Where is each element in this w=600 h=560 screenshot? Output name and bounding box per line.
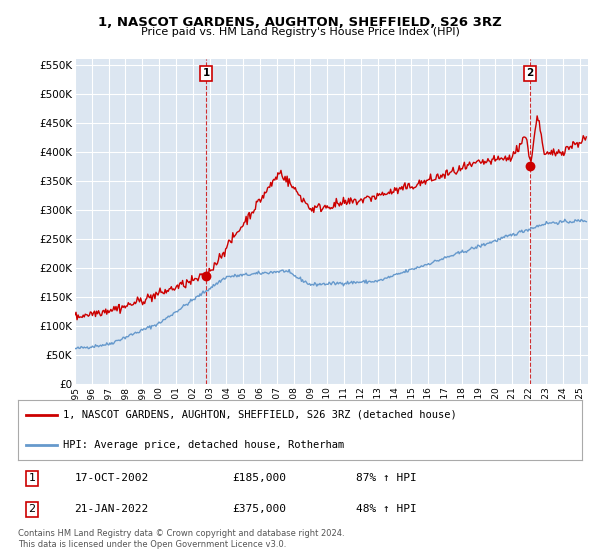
Text: 1, NASCOT GARDENS, AUGHTON, SHEFFIELD, S26 3RZ: 1, NASCOT GARDENS, AUGHTON, SHEFFIELD, S… (98, 16, 502, 29)
Text: £185,000: £185,000 (232, 473, 286, 483)
Text: 2: 2 (526, 68, 533, 78)
Point (525, 162, 535, 171)
Text: Price paid vs. HM Land Registry's House Price Index (HPI): Price paid vs. HM Land Registry's House … (140, 27, 460, 37)
Text: 87% ↑ HPI: 87% ↑ HPI (356, 473, 417, 483)
Text: 17-OCT-2002: 17-OCT-2002 (74, 473, 149, 483)
Text: 2: 2 (29, 504, 35, 514)
Text: 1: 1 (203, 68, 210, 78)
Text: £375,000: £375,000 (232, 504, 286, 514)
Text: 21-JAN-2022: 21-JAN-2022 (74, 504, 149, 514)
Text: 48% ↑ HPI: 48% ↑ HPI (356, 504, 417, 514)
Text: 1, NASCOT GARDENS, AUGHTON, SHEFFIELD, S26 3RZ (detached house): 1, NASCOT GARDENS, AUGHTON, SHEFFIELD, S… (63, 410, 457, 420)
Text: Contains HM Land Registry data © Crown copyright and database right 2024.
This d: Contains HM Land Registry data © Crown c… (18, 529, 344, 549)
Text: 1: 1 (29, 473, 35, 483)
Text: HPI: Average price, detached house, Rotherham: HPI: Average price, detached house, Roth… (63, 440, 344, 450)
Point (202, 272, 211, 281)
